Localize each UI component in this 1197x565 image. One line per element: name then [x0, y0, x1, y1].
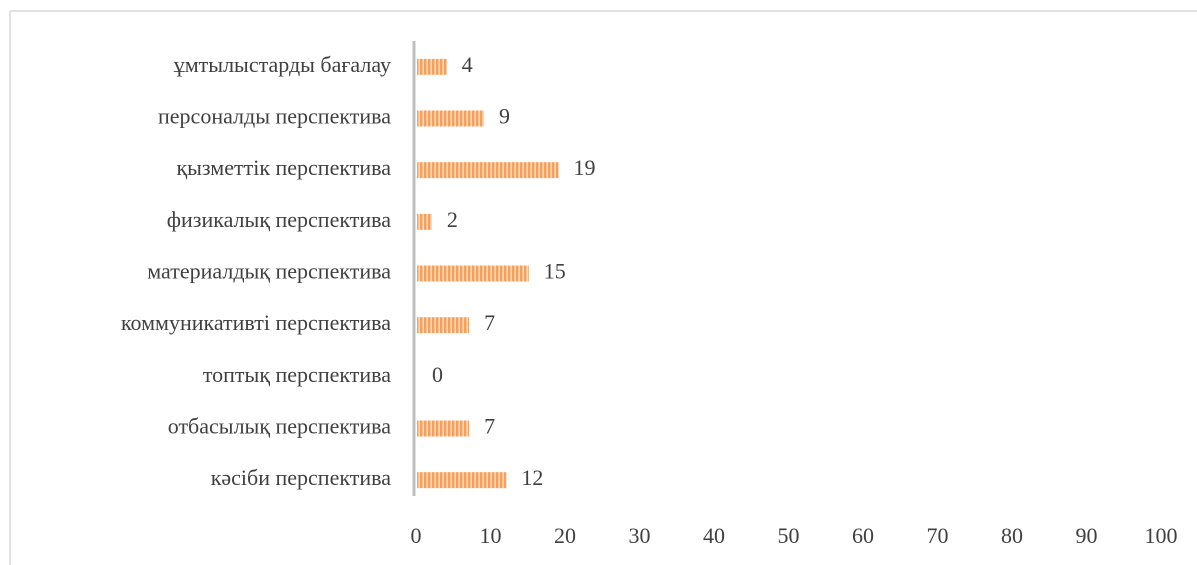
data-label: 0	[432, 362, 443, 387]
x-tick-label: 20	[554, 523, 576, 548]
data-label: 7	[484, 310, 495, 335]
y-tick-label: кәсіби перспектива	[211, 465, 392, 490]
y-tick-label: физикалық перспектива	[167, 207, 391, 232]
bar	[417, 110, 485, 127]
y-tick-label: персоналды перспектива	[158, 104, 391, 129]
x-tick-label: 90	[1076, 523, 1098, 548]
x-tick-label: 100	[1145, 523, 1178, 548]
bar	[417, 162, 559, 179]
x-tick-label: 50	[778, 523, 800, 548]
y-tick-label: топтық перспектива	[203, 362, 391, 387]
y-tick-label: отбасылық перспектива	[168, 414, 392, 439]
bar	[417, 420, 470, 437]
data-label: 7	[484, 414, 495, 439]
y-tick-label: коммуникативті перспектива	[121, 310, 391, 335]
data-label: 9	[499, 104, 510, 129]
data-label: 19	[574, 155, 596, 180]
data-label: 2	[447, 207, 458, 232]
bar	[417, 58, 447, 75]
data-label: 15	[544, 259, 566, 284]
x-tick-label: 10	[480, 523, 502, 548]
y-tick-label: ұмтылыстарды бағалау	[174, 52, 391, 77]
data-label: 12	[521, 465, 543, 490]
x-tick-label: 40	[703, 523, 725, 548]
data-label: 4	[462, 52, 473, 77]
y-tick-label: материалдық перспектива	[147, 259, 391, 284]
x-tick-label: 30	[629, 523, 651, 548]
bar	[417, 265, 529, 282]
x-tick-label: 60	[852, 523, 874, 548]
x-tick-label: 70	[927, 523, 949, 548]
bar	[417, 317, 470, 334]
bar	[417, 472, 507, 489]
bar	[417, 213, 432, 230]
y-tick-label: қызметтік перспектива	[176, 155, 391, 180]
x-tick-label: 80	[1001, 523, 1023, 548]
x-tick-label: 0	[411, 523, 422, 548]
